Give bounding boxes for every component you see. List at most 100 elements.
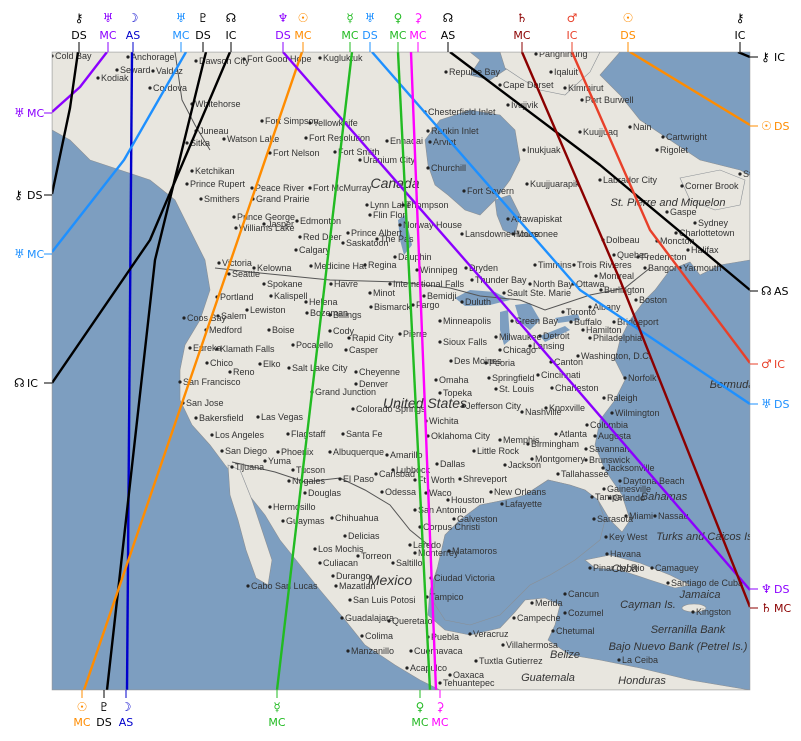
city-name: Moncton [660,236,695,246]
city-name: Salem [221,311,247,321]
city-marker: Spokane [262,279,303,289]
city-marker: Nashville [520,407,562,417]
city-marker: Jefferson City [461,401,521,411]
city-dot [538,334,542,338]
label-top: ♅ DS [362,11,378,52]
angle-label: DS [71,29,86,42]
city-dot [234,226,238,230]
city-marker: Matamoros [447,546,498,556]
line-mercury-mc [275,52,354,690]
city-dot [623,376,627,380]
city-dot [563,592,567,596]
city-dot [294,248,298,252]
city-name: Lafayette [505,499,542,509]
label-top: ♂ IC [567,11,578,52]
city-dot [178,380,182,384]
city-name: Ottawa [576,279,605,289]
angle-label: IC [774,358,785,371]
city-dot [530,457,534,461]
line-pluto-ds [105,52,208,690]
city-name: Anchorage [131,52,175,62]
city-dot [598,178,602,182]
city-dot [528,282,532,286]
city-name: Houston [451,495,485,505]
city-marker: Coos Bay [182,313,227,323]
city-dot [276,450,280,454]
city-dot [267,328,271,332]
city-name: Edmonton [300,216,341,226]
city-name: San Antonio [418,505,467,515]
city-dot [340,616,344,620]
city-marker: Moosonee [511,229,558,239]
angle-label: DS [620,29,635,42]
map-frame [51,51,751,691]
city-marker: Daytona Beach [618,476,685,486]
planet-glyph-icon: ♅ [176,11,187,25]
city-dot [190,169,194,173]
label-top: ♄ MC [513,11,531,52]
city-name: Salt Lake City [292,363,348,373]
city-name: Montgomery [535,454,586,464]
angle-label: MC [294,29,311,42]
city-dot [468,632,472,636]
city-dot [115,68,119,72]
city-dot [528,344,532,348]
city-name: Key West [609,532,648,542]
label-right: ♂ IC [750,357,785,371]
city-marker: Lubbock [391,465,431,475]
city-marker: Prince Rupert [185,179,246,189]
city-name: Yarmouth [683,263,721,273]
line-neptune-ds [282,52,750,591]
city-marker: Anchorage [126,52,175,62]
city-marker: Thunder Bay [470,275,527,285]
city-marker: Philadelphia [588,333,642,343]
city-dot [618,479,622,483]
city-dot [628,125,632,129]
planet-glyph-icon: ♇ [99,700,110,714]
city-name: Duluth [465,297,491,307]
city-marker: San Antonio [413,505,467,515]
city-name: Sitka [190,138,210,148]
city-dot [375,237,379,241]
city-name: Birmingham [531,439,579,449]
label-top: ☉ DS [620,11,636,52]
city-name: Trois Rivieres [577,260,632,270]
label-bottom: ♀ MC [411,690,429,729]
james-bay [494,194,521,236]
city-dot [472,449,476,453]
city-dot [260,119,264,123]
city-name: Galveston [457,514,498,524]
line-mars-ic [570,52,750,364]
city-marker: Birmingham [526,439,579,449]
city-marker: Manzanillo [346,646,394,656]
city-marker: Guadalajara [340,613,394,623]
planet-glyph-icon: ☉ [298,11,309,25]
city-dot [534,52,538,56]
city-marker: Fort Nelson [268,148,320,158]
angle-label: DS [774,398,789,411]
city-marker: Odessa [380,487,416,497]
city-dot [331,574,335,578]
city-marker: Washington, D.C. [576,351,651,361]
city-dot [398,332,402,336]
city-marker: San Jose [181,398,224,408]
region-name: Belize [550,649,580,661]
city-marker: Prince George [232,212,295,222]
city-marker: Camaguey [650,563,699,573]
angle-label: DS [27,189,42,202]
city-marker: Ennadai [385,136,423,146]
label-top: ☊ IC [226,11,237,52]
city-marker: Elko [258,359,281,369]
angle-label: MC [774,602,791,615]
city-dot [398,223,402,227]
city-marker: Wichita [424,416,459,426]
city-name: Chesterfield Inlet [428,107,496,117]
city-name: Thunder Bay [475,275,527,285]
city-marker: Acapulco [405,663,447,673]
angle-label: MC [431,716,448,729]
line-node-as [449,52,750,291]
city-marker: Kimmirut [563,83,604,93]
city-name: Chico [210,358,233,368]
city-name: Ennadai [390,136,423,146]
